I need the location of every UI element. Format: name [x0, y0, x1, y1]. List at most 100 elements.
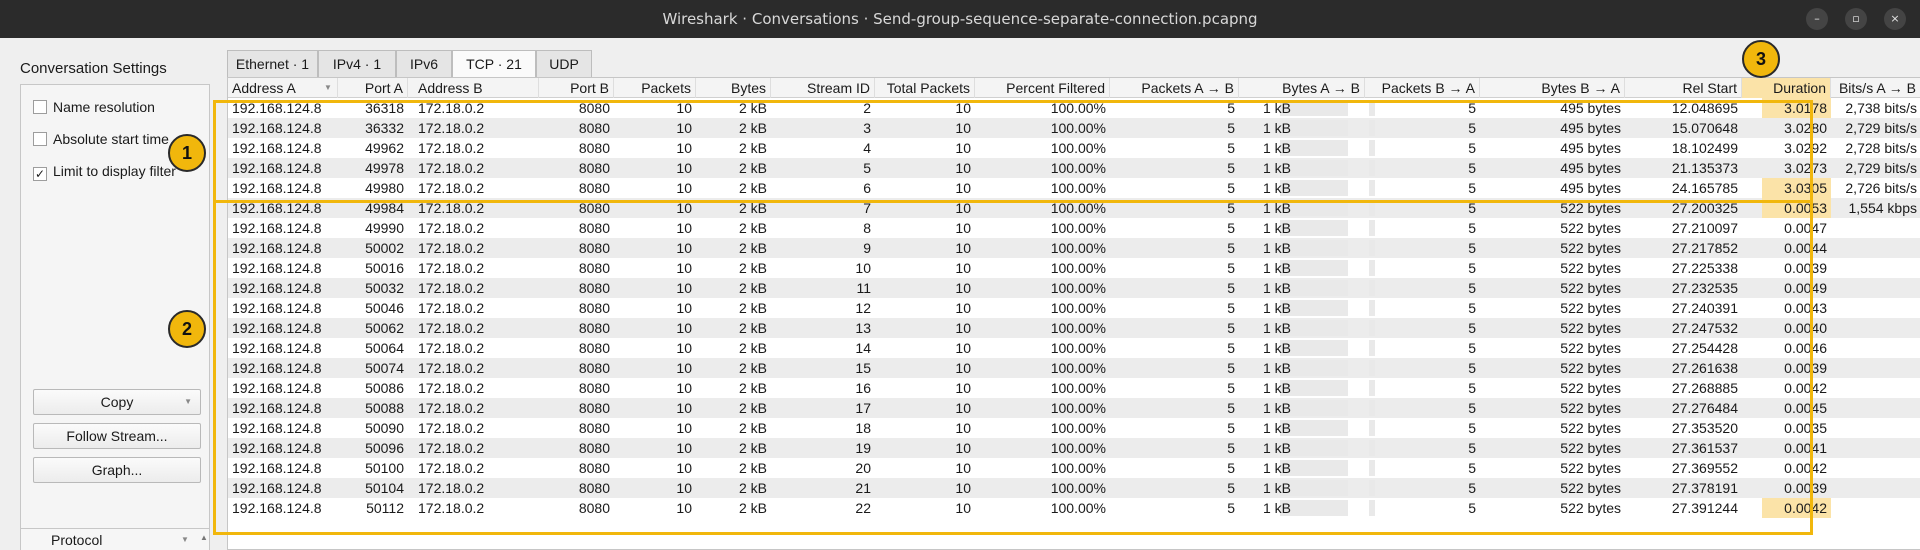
table-row[interactable]: 192.168.124.8 50074 172.18.0.2 8080 10 2 kB 15… — [228, 358, 1920, 378]
table-cell: 5 — [1227, 340, 1235, 356]
table-row[interactable]: 192.168.124.8 49990 172.18.0.2 8080 10 2 kB 8 1… — [228, 218, 1920, 238]
table-row[interactable]: 192.168.124.8 50096 172.18.0.2 8080 10 2 kB 19… — [228, 438, 1920, 458]
absolute-start-time-checkbox[interactable]: Absolute start time — [33, 129, 169, 149]
table-cell: 8080 — [578, 120, 610, 136]
table-cell: 2 kB — [738, 380, 767, 396]
follow-stream-button[interactable]: Follow Stream... — [33, 423, 201, 449]
table-row[interactable]: 192.168.124.8 50100 172.18.0.2 8080 10 2 kB 20… — [228, 458, 1920, 478]
conversations-table[interactable]: Address A Port A Address B Port B Packets Byt… — [227, 77, 1920, 550]
table-row[interactable]: 192.168.124.8 50112 172.18.0.2 8080 10 2 kB 22… — [228, 498, 1920, 518]
tab-tcp[interactable]: TCP · 21 — [452, 50, 536, 78]
table-cell: 50002 — [365, 240, 404, 256]
table-row[interactable]: 192.168.124.8 50064 172.18.0.2 8080 10 2 kB 14… — [228, 338, 1920, 358]
table-cell: 2,729 bits/s — [1845, 160, 1917, 176]
column-header[interactable]: Port B — [539, 78, 614, 98]
column-header[interactable]: Packets A → B — [1110, 78, 1239, 98]
tab-ipv6[interactable]: IPv6 — [396, 50, 452, 77]
tab-ethernet[interactable]: Ethernet · 1 — [227, 50, 318, 77]
table-cell: 50096 — [365, 440, 404, 456]
column-header[interactable]: Address A — [228, 78, 338, 98]
table-cell: 522 bytes — [1560, 260, 1621, 276]
table-cell: 10 — [676, 220, 692, 236]
table-cell: 1 kB — [1262, 420, 1291, 436]
table-cell: 10 — [676, 140, 692, 156]
table-row[interactable]: 192.168.124.8 49978 172.18.0.2 8080 10 2 kB 5 1… — [228, 158, 1920, 178]
table-cell: 100.00% — [1050, 360, 1106, 376]
column-header[interactable]: Duration — [1742, 78, 1831, 98]
table-cell: 50090 — [365, 420, 404, 436]
table-row[interactable]: 192.168.124.8 36318 172.18.0.2 8080 10 2 kB 2 1… — [228, 98, 1920, 118]
table-row[interactable]: 192.168.124.8 50046 172.18.0.2 8080 10 2 kB 12… — [228, 298, 1920, 318]
chevron-down-icon[interactable]: ▼ — [184, 397, 192, 406]
column-header[interactable]: Packets B → A — [1365, 78, 1480, 98]
table-cell: 10 — [955, 220, 971, 236]
chevron-down-icon[interactable]: ▼ — [181, 535, 189, 544]
column-header[interactable]: Port A — [338, 78, 408, 98]
checkbox-label: Name resolution — [53, 99, 155, 115]
check-icon[interactable]: ✓ — [33, 167, 47, 181]
table-row[interactable]: 192.168.124.8 49980 172.18.0.2 8080 10 2 kB 6 1… — [228, 178, 1920, 198]
column-header[interactable]: Packets — [614, 78, 696, 98]
table-cell: 10 — [676, 280, 692, 296]
column-header[interactable]: Bits/s A → B — [1831, 78, 1920, 98]
table-row[interactable]: 192.168.124.8 49962 172.18.0.2 8080 10 2 kB 4 1… — [228, 138, 1920, 158]
table-row[interactable]: 192.168.124.8 50016 172.18.0.2 8080 10 2 kB 10… — [228, 258, 1920, 278]
table-cell: 2 kB — [738, 260, 767, 276]
table-row[interactable]: 192.168.124.8 50090 172.18.0.2 8080 10 2 kB 18… — [228, 418, 1920, 438]
table-cell: 1 kB — [1262, 160, 1291, 176]
copy-button[interactable]: Copy ▼ — [33, 389, 201, 415]
table-cell: 0.0042 — [1784, 380, 1827, 396]
scroll-up-icon[interactable]: ▲ — [200, 533, 208, 542]
table-cell: 192.168.124.8 — [232, 340, 322, 356]
minimize-icon[interactable]: – — [1806, 8, 1828, 30]
table-cell: 192.168.124.8 — [232, 300, 322, 316]
table-row[interactable]: 192.168.124.8 50032 172.18.0.2 8080 10 2 kB 11… — [228, 278, 1920, 298]
table-cell: 50104 — [365, 480, 404, 496]
column-header[interactable]: Bytes A → B — [1239, 78, 1365, 98]
table-cell: 172.18.0.2 — [418, 380, 485, 396]
table-row[interactable]: 192.168.124.8 49984 172.18.0.2 8080 10 2 kB 7 1… — [228, 198, 1920, 218]
table-cell: 0.0044 — [1784, 240, 1827, 256]
tab-ipv4[interactable]: IPv4 · 1 — [318, 50, 396, 77]
column-header[interactable]: Total Packets — [875, 78, 975, 98]
table-row[interactable]: 192.168.124.8 50086 172.18.0.2 8080 10 2 kB 16… — [228, 378, 1920, 398]
table-cell: 172.18.0.2 — [418, 160, 485, 176]
column-header[interactable]: Stream ID — [771, 78, 875, 98]
table-cell: 49990 — [365, 220, 404, 236]
table-cell: 5 — [1468, 240, 1476, 256]
table-row[interactable]: 192.168.124.8 50002 172.18.0.2 8080 10 2 kB 9 1… — [228, 238, 1920, 258]
checkbox-box[interactable] — [33, 132, 47, 146]
table-cell: 192.168.124.8 — [232, 240, 322, 256]
table-cell — [1831, 338, 1920, 358]
column-header[interactable]: Bytes — [696, 78, 771, 98]
table-cell: 1 kB — [1262, 180, 1291, 196]
column-header[interactable]: Address B — [414, 78, 539, 98]
protocol-filter[interactable]: Protocol ▼ — [20, 528, 210, 550]
table-cell: 522 bytes — [1560, 400, 1621, 416]
column-header[interactable]: Percent Filtered — [975, 78, 1110, 98]
checkbox-box[interactable] — [33, 100, 47, 114]
table-cell: 0.0039 — [1784, 360, 1827, 376]
table-row[interactable]: 192.168.124.8 50088 172.18.0.2 8080 10 2 kB 17… — [228, 398, 1920, 418]
close-icon[interactable]: × — [1884, 8, 1906, 30]
table-cell: 5 — [1468, 360, 1476, 376]
packets-bar — [1369, 280, 1375, 296]
name-resolution-checkbox[interactable]: Name resolution — [33, 97, 155, 117]
column-header[interactable]: Bytes B → A — [1480, 78, 1625, 98]
table-cell: 192.168.124.8 — [232, 280, 322, 296]
table-row[interactable]: 192.168.124.8 36332 172.18.0.2 8080 10 2 kB 3 1… — [228, 118, 1920, 138]
table-row[interactable]: 192.168.124.8 50062 172.18.0.2 8080 10 2 kB 13… — [228, 318, 1920, 338]
column-header[interactable]: Rel Start — [1625, 78, 1742, 98]
table-cell: 2 kB — [738, 400, 767, 416]
graph-button[interactable]: Graph... — [33, 457, 201, 483]
chevron-down-icon[interactable]: ▼ — [324, 83, 332, 92]
table-row[interactable]: 192.168.124.8 50104 172.18.0.2 8080 10 2 kB 21… — [228, 478, 1920, 498]
table-cell: 27.276484 — [1671, 400, 1738, 416]
table-cell: 3.0178 — [1762, 98, 1831, 118]
tab-udp[interactable]: UDP — [536, 50, 592, 77]
table-cell: 5 — [1468, 340, 1476, 356]
limit-to-display-filter-checkbox[interactable]: ✓ Limit to display filter — [33, 161, 176, 181]
table-cell: 10 — [955, 120, 971, 136]
maximize-icon[interactable]: ▫ — [1845, 8, 1867, 30]
bytes-bar — [1280, 280, 1348, 296]
